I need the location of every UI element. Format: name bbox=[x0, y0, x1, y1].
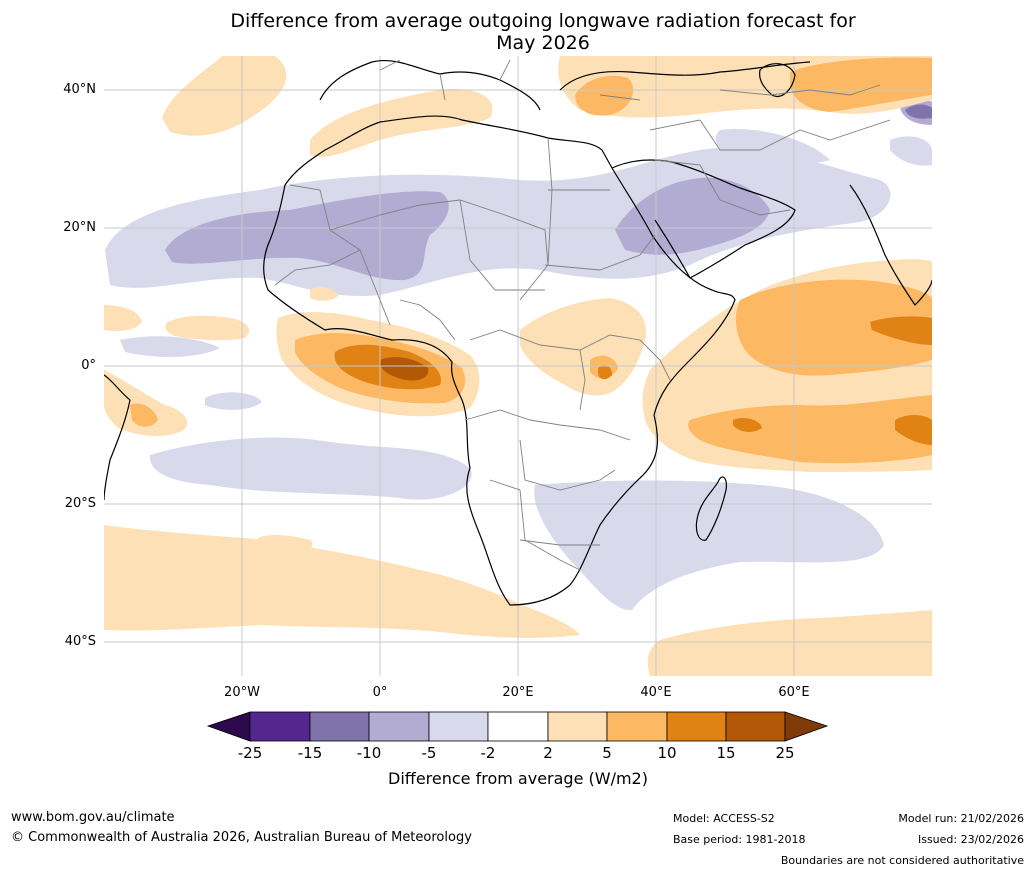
lat-label-40n: 40°N bbox=[63, 82, 96, 97]
lon-label-20w: 20°W bbox=[224, 685, 260, 700]
colorbar-bin-5 bbox=[487, 711, 549, 742]
india-coastline bbox=[849, 184, 932, 306]
anomaly-field bbox=[104, 56, 932, 676]
colorbar-tick: -10 bbox=[356, 744, 382, 762]
country-borders bbox=[274, 59, 891, 571]
lat-label-20s: 20°S bbox=[64, 496, 96, 511]
colorbar-tick: 15 bbox=[716, 744, 736, 762]
colorbar-bin-2 bbox=[309, 711, 370, 742]
colorbar-tick: 5 bbox=[602, 744, 612, 762]
lat-label-40s: 40°S bbox=[64, 634, 96, 649]
colorbar bbox=[206, 711, 829, 742]
colorbar-bin-8 bbox=[666, 711, 727, 742]
colorbar-title: Difference from average (W/m2) bbox=[388, 769, 648, 788]
lon-label-40e: 40°E bbox=[640, 685, 672, 700]
base-period: Base period: 1981-2018 bbox=[673, 833, 806, 846]
colorbar-min-extension bbox=[206, 711, 251, 742]
issued-date: Issued: 23/02/2026 bbox=[917, 833, 1024, 846]
lon-label-0: 0° bbox=[372, 685, 388, 700]
positive-anomaly-very-strong bbox=[379, 357, 429, 381]
colorbar-bin-3 bbox=[368, 711, 430, 742]
colorbar-tick: 2 bbox=[543, 744, 553, 762]
title-line-2: May 2026 bbox=[496, 32, 590, 54]
colorbar-tick: -15 bbox=[297, 744, 323, 762]
model-name: Model: ACCESS-S2 bbox=[673, 812, 775, 825]
copyright-text: © Commonwealth of Australia 2026, Austra… bbox=[11, 830, 472, 845]
boundaries-disclaimer: Boundaries are not considered authoritat… bbox=[780, 854, 1024, 867]
south-america-coastline bbox=[104, 374, 131, 501]
coastlines bbox=[104, 60, 932, 606]
colorbar-bin-1 bbox=[249, 711, 311, 742]
colorbar-max-extension bbox=[784, 711, 829, 742]
colorbar-tick: 25 bbox=[775, 744, 795, 762]
map-title: Difference from average outgoing longwav… bbox=[100, 10, 986, 54]
negative-anomaly-strong bbox=[905, 104, 932, 119]
europe-coastline bbox=[319, 60, 811, 111]
colorbar-tick: -2 bbox=[480, 744, 496, 762]
lon-label-60e: 60°E bbox=[778, 685, 810, 700]
africa-coastline bbox=[263, 115, 736, 606]
model-run-date: Model run: 21/02/2026 bbox=[898, 812, 1024, 825]
madagascar-coastline bbox=[695, 476, 727, 541]
colorbar-bin-9 bbox=[725, 711, 786, 742]
lat-label-20n: 20°N bbox=[63, 220, 96, 235]
website-link[interactable]: www.bom.gov.au/climate bbox=[11, 810, 175, 825]
colorbar-bin-4 bbox=[428, 711, 489, 742]
lat-label-0: 0° bbox=[81, 358, 96, 373]
colorbar-tick: -5 bbox=[421, 744, 437, 762]
colorbar-tick: 10 bbox=[657, 744, 677, 762]
colorbar-bin-7 bbox=[606, 711, 668, 742]
colorbar-tick: -25 bbox=[237, 744, 263, 762]
lon-label-20e: 20°E bbox=[502, 685, 534, 700]
colorbar-bin-6 bbox=[547, 711, 608, 742]
title-line-1: Difference from average outgoing longwav… bbox=[230, 10, 856, 32]
